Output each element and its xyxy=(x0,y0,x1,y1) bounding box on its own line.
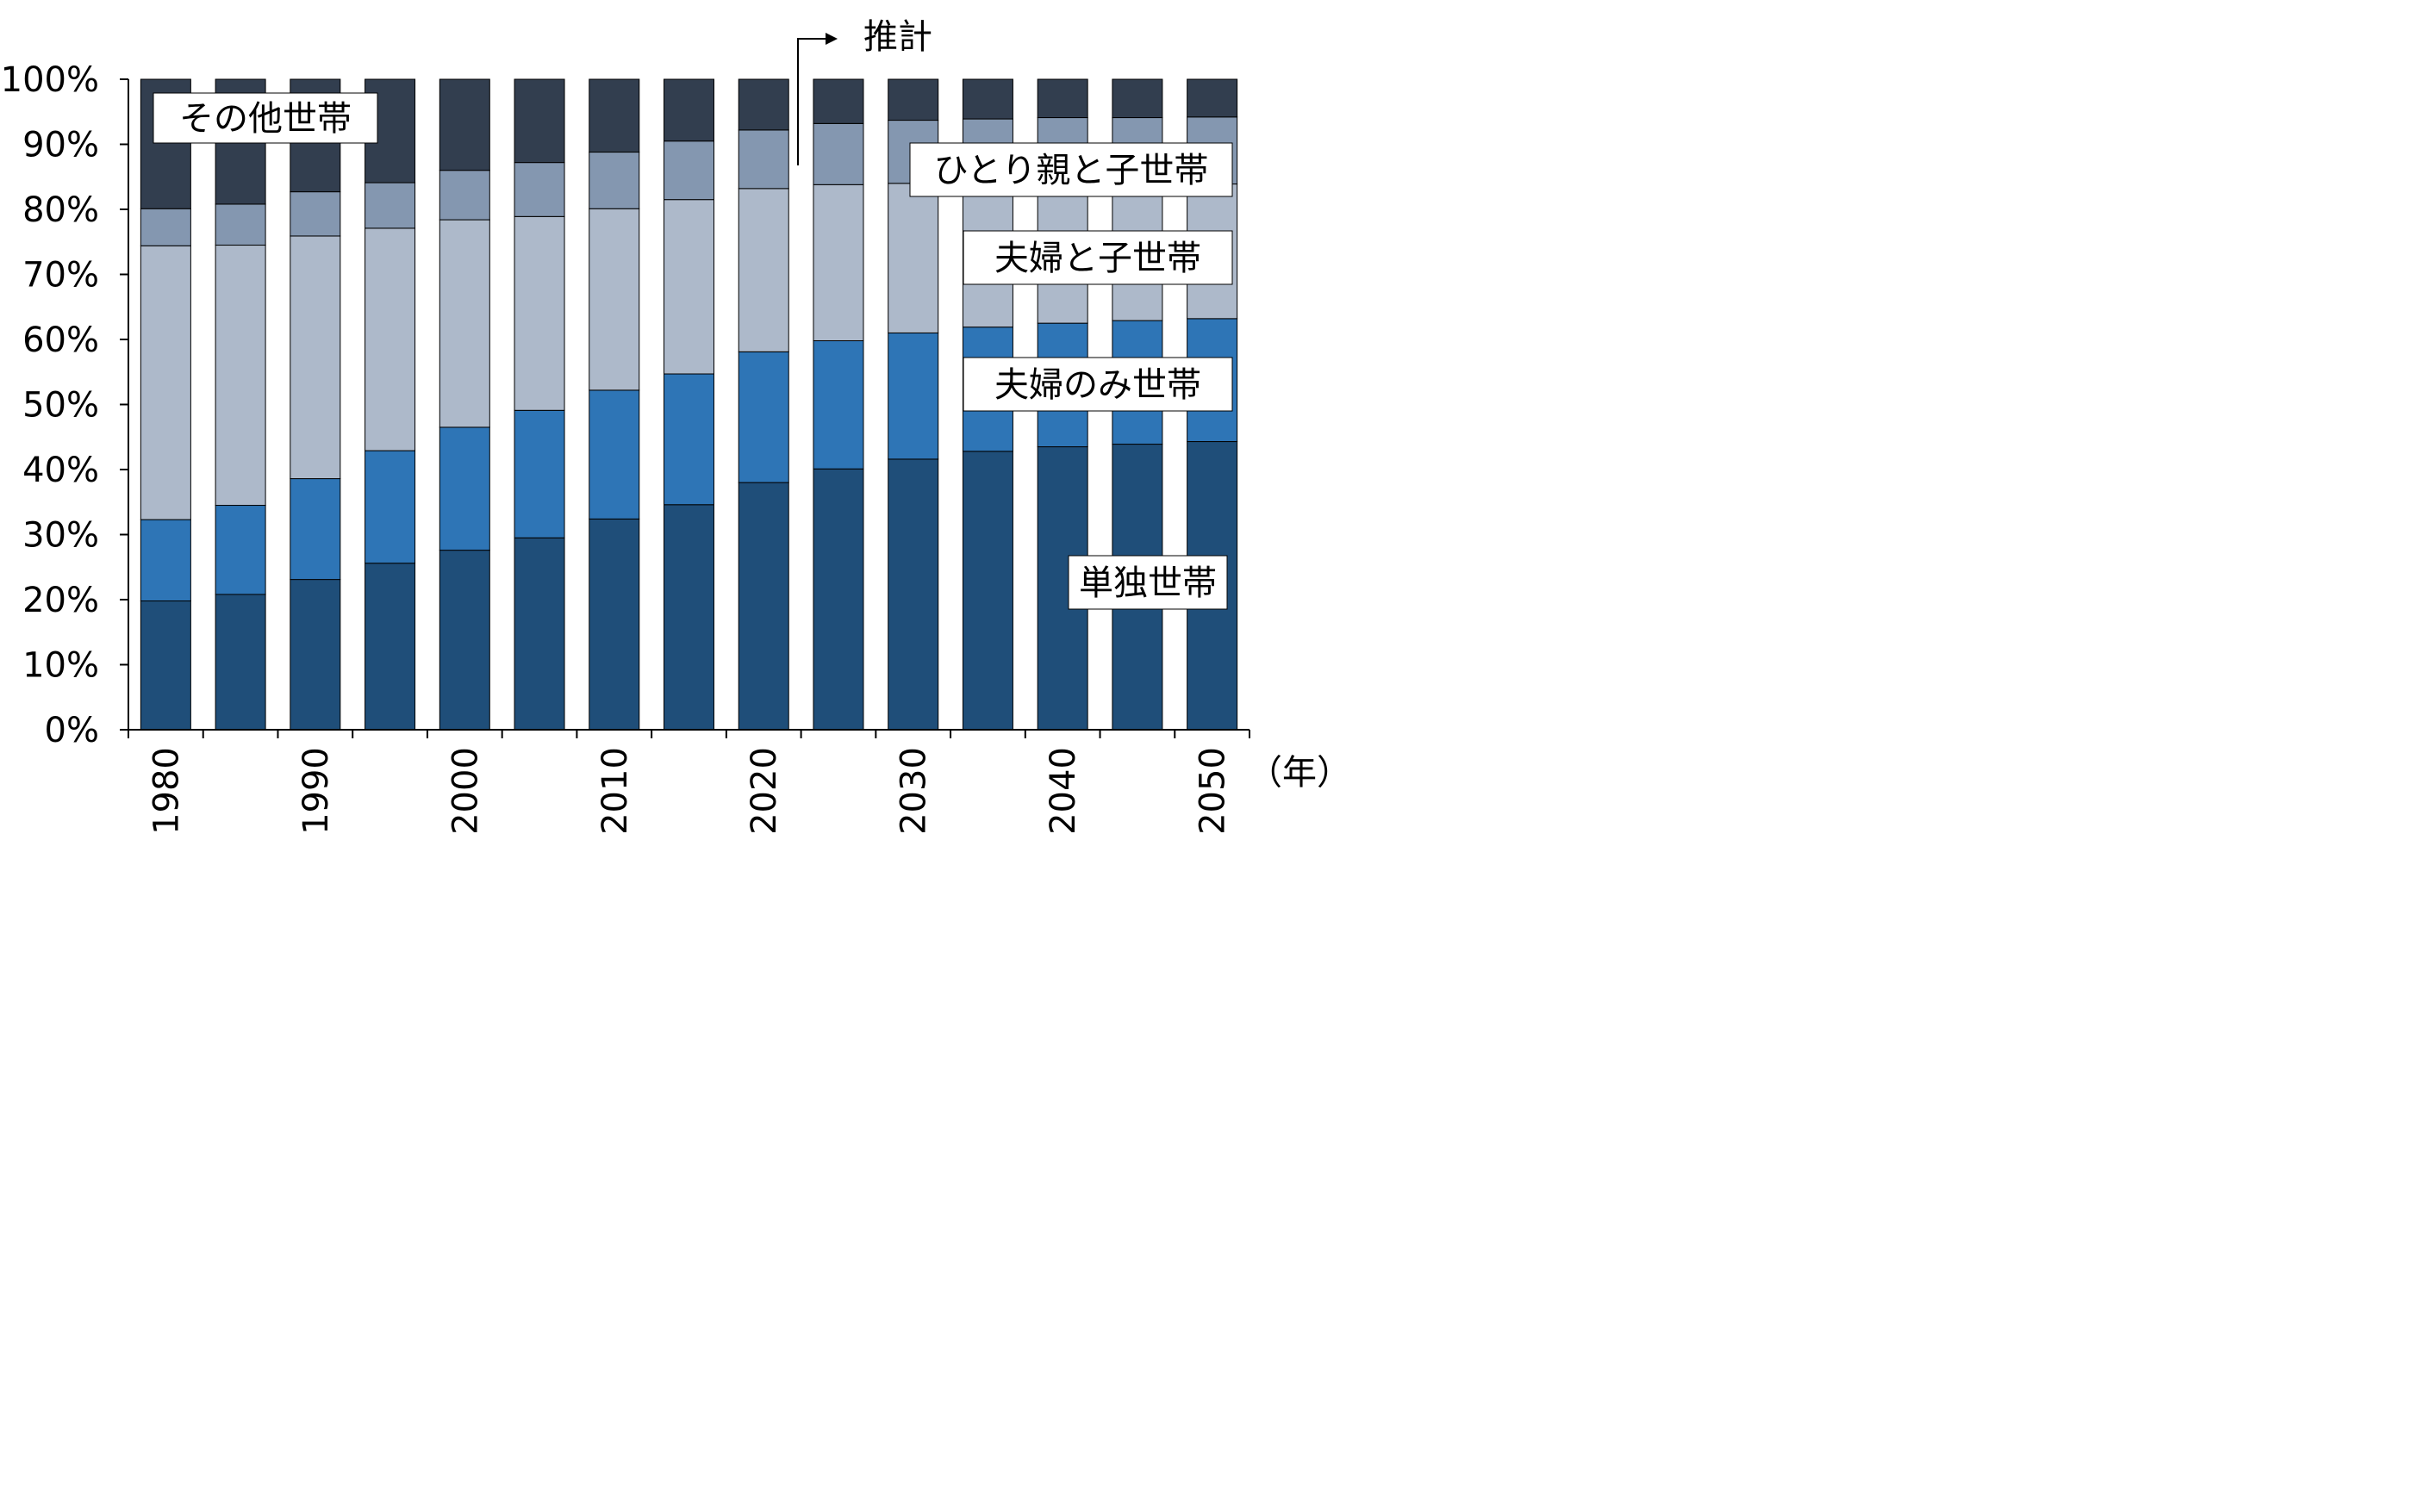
y-tick-label: 50% xyxy=(22,386,99,426)
series-label: 単独世帯 xyxy=(1079,563,1217,603)
bar-segment-1 xyxy=(589,518,640,731)
bar-segment-5 xyxy=(962,78,1013,120)
projection-marker: 推計 xyxy=(797,17,932,165)
bar-segment-1 xyxy=(215,594,266,731)
bar-segment-4 xyxy=(738,129,789,190)
bar-segment-5 xyxy=(514,78,565,164)
bar-segment-4 xyxy=(439,170,490,221)
x-tick-label: 1990 xyxy=(296,747,336,835)
y-tick-label: 0% xyxy=(45,711,99,750)
bar-segment-1 xyxy=(514,537,565,731)
y-tick-label: 10% xyxy=(22,646,99,686)
series-label: 夫婦のみ世帯 xyxy=(994,365,1201,405)
y-tick-label: 90% xyxy=(22,126,99,165)
bar-segment-1 xyxy=(365,563,416,731)
y-tick-label: 80% xyxy=(22,190,99,230)
x-tick-label: 2030 xyxy=(894,747,934,835)
bar-segment-2 xyxy=(140,519,191,602)
bar-segment-2 xyxy=(813,340,864,470)
bar-segment-1 xyxy=(738,482,789,731)
bar-segment-4 xyxy=(664,140,714,201)
bar-segment-4 xyxy=(215,203,266,246)
bar-segment-4 xyxy=(140,208,191,246)
bar-segment-5 xyxy=(439,78,490,171)
series-label-box xyxy=(153,92,378,144)
bar-segment-2 xyxy=(365,450,416,564)
bar-segment-5 xyxy=(738,78,789,131)
bar-segment-1 xyxy=(888,458,939,731)
series-label: 夫婦と子世帯 xyxy=(994,239,1201,278)
bar-segment-2 xyxy=(888,332,939,460)
bar-segment-2 xyxy=(439,426,490,551)
x-tick-label: 2000 xyxy=(446,747,485,835)
bar-segment-3 xyxy=(140,245,191,520)
y-tick-label: 40% xyxy=(22,451,99,490)
bar-segment-2 xyxy=(514,409,565,538)
series-label-box xyxy=(1068,555,1228,610)
bar-segment-5 xyxy=(1187,78,1238,118)
projection-label: 推計 xyxy=(863,17,932,57)
series-label-box xyxy=(963,230,1233,285)
bar-segment-3 xyxy=(215,245,266,507)
bar-segment-4 xyxy=(813,122,864,185)
bar-segment-4 xyxy=(514,162,565,217)
bar-segment-3 xyxy=(738,188,789,352)
bar-segment-3 xyxy=(888,183,939,333)
y-tick-label: 60% xyxy=(22,320,99,360)
bar-segment-5 xyxy=(1037,78,1088,119)
bar-segment-1 xyxy=(962,451,1013,731)
x-tick-label: 2040 xyxy=(1044,747,1083,835)
bar-segment-4 xyxy=(290,191,341,237)
bar-segment-1 xyxy=(290,579,341,731)
y-tick-label: 100% xyxy=(1,60,99,100)
bar-segment-2 xyxy=(290,478,341,581)
bar-segment-2 xyxy=(664,373,714,506)
series-label: ひとり親と子世帯 xyxy=(934,151,1209,190)
x-tick-label: 2050 xyxy=(1193,747,1233,835)
bar-segment-5 xyxy=(664,78,714,142)
y-tick-label: 20% xyxy=(22,581,99,620)
bar-segment-3 xyxy=(664,199,714,375)
x-tick-label: 2020 xyxy=(745,747,784,835)
bar-segment-2 xyxy=(589,389,640,520)
x-axis-unit: （年） xyxy=(1248,753,1351,793)
bar-segment-3 xyxy=(813,184,864,342)
bar-segment-4 xyxy=(589,152,640,209)
bar-segment-1 xyxy=(813,468,864,731)
bar-segment-1 xyxy=(664,504,714,731)
y-tick-label: 70% xyxy=(22,256,99,296)
bar-segment-3 xyxy=(439,219,490,428)
bar-segment-5 xyxy=(1112,78,1163,119)
bar-segment-3 xyxy=(290,235,341,480)
projection-arrow-line xyxy=(797,38,826,165)
bar-segment-1 xyxy=(439,550,490,731)
bar-segment-3 xyxy=(514,215,565,411)
bar-segment-2 xyxy=(215,505,266,595)
bar-segment-3 xyxy=(589,208,640,391)
series-label: その他世帯 xyxy=(179,99,352,139)
x-tick-label: 1980 xyxy=(146,747,186,835)
x-unit-label: （年） xyxy=(1248,753,1351,793)
bar-segment-4 xyxy=(365,182,416,229)
series-label-box xyxy=(963,357,1233,412)
bar-segment-5 xyxy=(888,78,939,121)
household-composition-chart: 0% 10% 20% 30% 40% 50% 60% 70% 80% 90% 100% 1980 19… xyxy=(1,17,1351,835)
series-label-box xyxy=(909,142,1233,197)
projection-arrow-head xyxy=(826,33,838,45)
bar-segment-1 xyxy=(140,600,191,731)
bar-segment-5 xyxy=(589,78,640,153)
bar-segment-2 xyxy=(738,351,789,483)
x-tick-label: 2010 xyxy=(595,747,635,835)
bar-segment-3 xyxy=(365,227,416,451)
bar-segment-5 xyxy=(813,78,864,124)
y-tick-label: 30% xyxy=(22,516,99,556)
